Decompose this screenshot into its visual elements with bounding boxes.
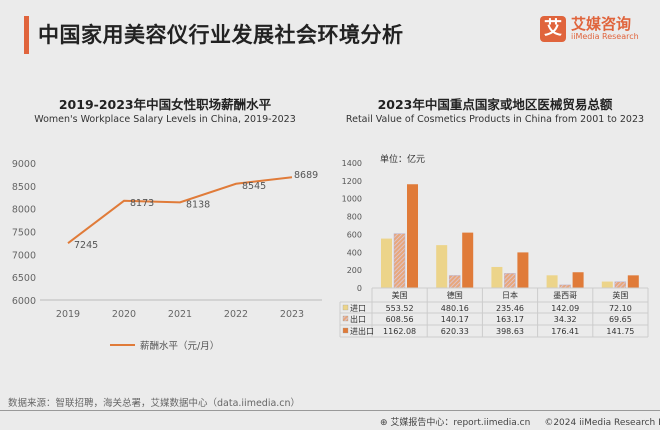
copyright: ©2024 iiMedia Research Inc [544, 418, 660, 428]
data-label: 8545 [242, 181, 266, 192]
y-tick-label: 9000 [12, 159, 36, 170]
category-label: 德国 [447, 290, 463, 300]
table-cell: 553.52 [386, 304, 414, 313]
bar-出口 [614, 281, 627, 289]
legend-label: 进出口 [350, 326, 374, 336]
legend-label: 进口 [350, 304, 366, 313]
logo-mark: 艾 [540, 16, 566, 42]
x-tick-label: 2023 [280, 309, 304, 320]
page-title: 中国家用美容仪行业发展社会环境分析 [38, 23, 404, 47]
logo-cn: 艾媒咨询 [571, 15, 632, 33]
table-cell: 620.33 [441, 327, 469, 336]
data-label: 8173 [130, 198, 154, 209]
data-label: 8138 [186, 199, 210, 210]
data-label: 8689 [294, 170, 318, 181]
category-label: 日本 [502, 290, 518, 300]
logo-en: iiMedia Research [571, 32, 639, 41]
legend-label: 薪酬水平（元/月） [140, 340, 219, 352]
globe-icon: ⊕ [380, 418, 391, 428]
line-chart-subtitle: Women's Workplace Salary Levels in China… [34, 114, 296, 125]
y-tick-label: 6500 [12, 273, 36, 284]
x-tick-label: 2020 [112, 309, 136, 320]
line-chart: 6000 6500 7000 7500 8000 8500 9000 2019 2020 2021… [12, 159, 322, 352]
table-cell: 176.41 [551, 327, 579, 336]
table-cell: 34.32 [554, 315, 577, 324]
table-cell: 72.10 [609, 304, 632, 313]
table-cell: 142.09 [551, 304, 579, 313]
x-tick-label: 2019 [56, 309, 80, 320]
table-cell: 480.16 [441, 304, 469, 313]
line-chart-title: 2019-2023年中国女性职场薪酬水平 [58, 97, 272, 112]
table-cell: 608.56 [386, 315, 414, 324]
bar-进口 [491, 266, 503, 288]
data-source: 数据来源：智联招聘，海关总署，艾媒数据中心（data.iimedia.cn） [8, 398, 301, 409]
data-label: 7245 [74, 240, 98, 251]
table-cell: 163.17 [496, 315, 524, 324]
table-cell: 398.63 [496, 327, 524, 336]
unit-label: 单位：亿元 [380, 153, 425, 165]
y-tick-label: 1000 [342, 195, 362, 204]
y-tick-label: 0 [357, 284, 362, 293]
series-line [67, 176, 293, 244]
bar-出口 [448, 275, 461, 289]
y-tick-label: 7000 [12, 250, 36, 261]
category-label: 墨西哥 [553, 291, 577, 300]
y-tick-label: 1200 [342, 177, 362, 186]
bar-进出口 [407, 184, 418, 288]
legend-label: 出口 [350, 314, 366, 324]
x-tick-label: 2021 [168, 309, 192, 320]
bar-chart-title: 2023年中国重点国家或地区医械贸易总额 [377, 97, 613, 112]
bar-进出口 [627, 275, 639, 288]
bar-进出口 [462, 232, 474, 288]
y-tick-label: 8000 [12, 205, 36, 216]
bar-进出口 [572, 272, 584, 288]
bar-出口 [504, 273, 516, 289]
table-cell: 140.17 [441, 315, 469, 324]
bar-chart: 单位：亿元 0 200 400 600 800 1000 1200 1400 美国 德国 日本 墨西哥 英… [339, 153, 649, 338]
table-cell: 1162.08 [383, 327, 416, 336]
footer: ⊕ 艾媒报告中心：report.iimedia.cn ©2024 iiMedia … [380, 415, 660, 428]
y-tick-label: 8500 [12, 182, 36, 193]
bar-进口 [381, 238, 392, 288]
title-accent-bar [24, 16, 29, 54]
bar-进口 [436, 245, 448, 288]
category-label: 美国 [392, 290, 408, 300]
table-cell: 235.46 [496, 304, 524, 313]
y-tick-label: 1400 [342, 159, 362, 168]
y-tick-label: 200 [347, 266, 362, 275]
y-tick-label: 400 [347, 248, 362, 257]
bar-chart-subtitle: Retail Value of Cosmetics Products in Ch… [345, 114, 645, 125]
bar-出口 [393, 233, 406, 289]
bar-进出口 [517, 252, 529, 288]
table-cell: 69.65 [609, 315, 632, 324]
bar-进口 [546, 275, 558, 288]
y-tick-label: 800 [347, 213, 362, 222]
x-tick-label: 2022 [224, 309, 248, 320]
legend-swatch [342, 304, 349, 311]
legend-swatch [342, 327, 349, 334]
y-tick-label: 7500 [12, 228, 36, 239]
y-tick-label: 6000 [12, 296, 36, 307]
logo: 艾 艾媒咨询 iiMedia Research [540, 16, 639, 42]
legend-swatch [342, 315, 349, 322]
report-link[interactable]: 艾媒报告中心：report.iimedia.cn [390, 418, 531, 428]
bar-进口 [601, 281, 613, 288]
table-cell: 141.75 [606, 327, 634, 336]
footer-divider [0, 410, 660, 411]
y-tick-label: 600 [347, 230, 362, 239]
category-label: 英国 [612, 290, 628, 300]
